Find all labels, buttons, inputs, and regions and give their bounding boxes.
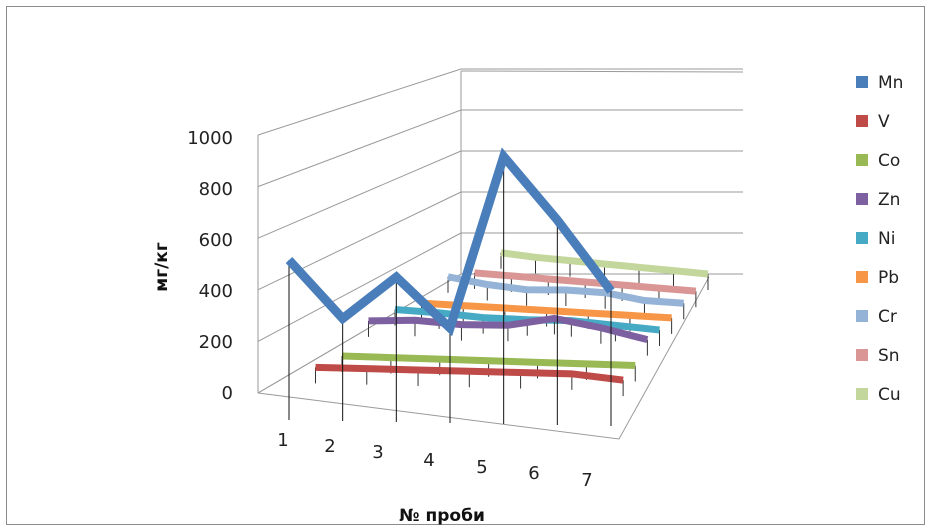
chart-area: 0 200 400 600 800 1000 1 2 3 4 5 6 7 мг/кг № проби Mn V C…	[6, 6, 925, 526]
legend-swatch-zn	[856, 193, 868, 205]
legend-label-co: Co	[878, 151, 900, 171]
legend-swatch-cu	[856, 388, 868, 400]
legend-label-zn: Zn	[878, 190, 900, 210]
wall-gridline-left	[257, 232, 462, 342]
x-tick-label: 4	[423, 450, 434, 471]
series-line-mn	[285, 147, 615, 337]
floor-edge	[257, 276, 710, 440]
x-tick-label: 7	[581, 470, 592, 491]
legend-swatch-ni	[856, 232, 868, 244]
wall-gridline-back	[460, 70, 744, 73]
legend-swatch-co	[856, 154, 868, 166]
x-tick-label: 3	[372, 442, 383, 463]
series-line-v	[315, 363, 624, 384]
legend-label-v: V	[878, 112, 890, 132]
y-axis-title: мг/кг	[152, 242, 172, 292]
series-line-cu	[500, 249, 709, 278]
series-line-sn	[474, 269, 697, 295]
floor-edge	[257, 273, 462, 394]
legend-label-mn: Mn	[878, 73, 903, 93]
legend-swatch-sn	[856, 349, 868, 361]
series-line-pb	[421, 299, 672, 322]
x-tick-label: 6	[528, 463, 539, 484]
legend-label-ni: Ni	[878, 229, 895, 249]
y-tick-label: 400	[199, 281, 233, 302]
series-line-zn	[368, 314, 649, 344]
legend-swatch-mn	[856, 76, 868, 88]
legend-swatch-pb	[856, 271, 868, 283]
series-line-co	[341, 352, 636, 369]
x-axis-title: № проби	[399, 506, 485, 526]
wall-gridline-left	[257, 150, 462, 239]
y-tick-label: 800	[199, 179, 233, 200]
wall-gridline-left	[257, 68, 462, 136]
wall-gridline-left	[257, 109, 462, 188]
legend-label-cu: Cu	[878, 385, 901, 405]
legend-swatch-cr	[856, 310, 868, 322]
legend-swatch-v	[856, 115, 868, 127]
y-tick-label: 200	[199, 332, 233, 353]
y-tick-label: 0	[222, 383, 233, 404]
wall-gridline-left	[257, 191, 462, 291]
series-line-cr	[447, 273, 684, 307]
x-tick-label: 2	[324, 436, 335, 457]
legend-label-cr: Cr	[878, 307, 897, 327]
y-tick-label: 1000	[187, 128, 233, 149]
legend-label-sn: Sn	[878, 346, 900, 366]
legend-label-pb: Pb	[878, 268, 899, 288]
y-tick-label: 600	[199, 230, 233, 251]
x-tick-label: 5	[476, 457, 487, 478]
x-tick-label: 1	[277, 430, 288, 451]
